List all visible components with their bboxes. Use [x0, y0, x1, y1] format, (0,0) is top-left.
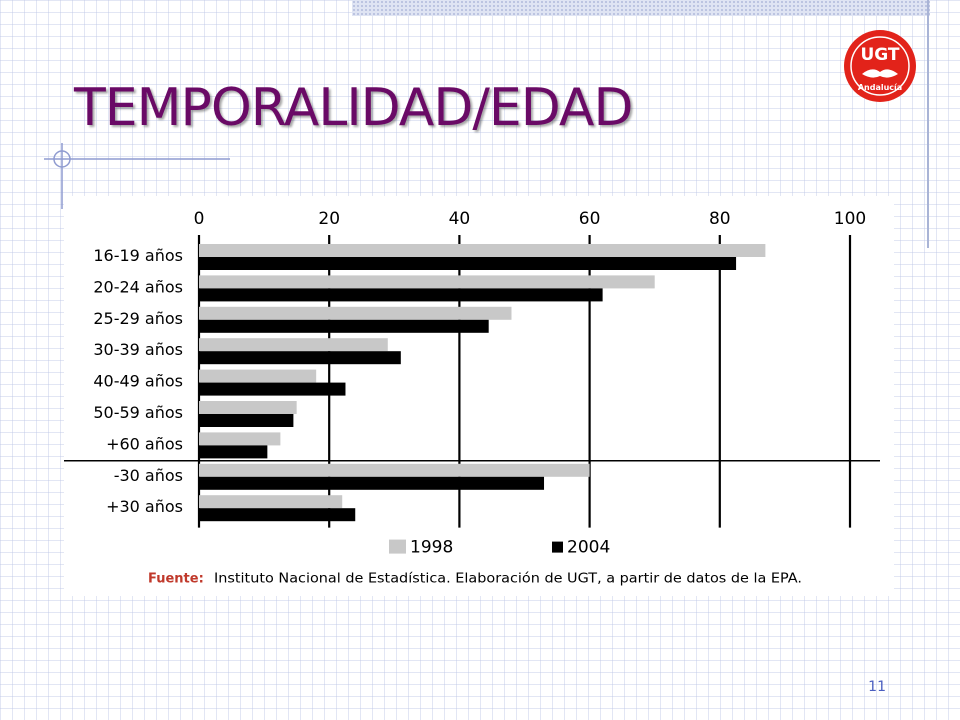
legend-label-1998: 1998	[410, 538, 453, 558]
page-number: 11	[868, 679, 886, 695]
category-label: 25-29 años	[93, 309, 183, 328]
bar-2004	[199, 414, 294, 427]
x-tick-label: 80	[709, 209, 731, 229]
legend-swatch-2004	[552, 541, 563, 553]
bar-1998	[199, 432, 281, 446]
x-tick-label: 20	[318, 209, 340, 229]
temporality-by-age-chart: 0 20 40 60 80 100 16-19 años 20-24 años 25-29 añ…	[64, 209, 880, 587]
category-label: 20-24 años	[93, 277, 183, 296]
bar-2004	[199, 319, 489, 333]
x-tick-label: 100	[834, 209, 866, 229]
legend-swatch-1998	[389, 539, 406, 554]
bar-1998	[199, 306, 512, 320]
x-tick-label: 40	[449, 209, 471, 229]
slide-title: TEMPORALIDAD/EDAD	[74, 78, 634, 138]
svg-text:Andalucía: Andalucía	[858, 83, 902, 92]
x-tick-label: 60	[579, 209, 601, 229]
ugt-logo: UGT Andalucía	[844, 30, 916, 102]
x-tick-label: 0	[194, 209, 205, 229]
category-label: -30 años	[114, 466, 183, 485]
bar-2004	[199, 257, 737, 270]
source-label: Fuente:	[148, 572, 204, 587]
bar-1998	[199, 244, 766, 257]
bar-2004	[199, 476, 545, 490]
svg-text:UGT: UGT	[860, 45, 899, 65]
bar-2004	[199, 288, 603, 302]
bar-1998	[199, 369, 317, 383]
right-decorative-rule	[927, 0, 929, 248]
top-decorative-band	[352, 0, 930, 16]
bar-1998	[199, 275, 655, 289]
category-label: +60 años	[106, 434, 183, 453]
chart-area: 0 20 40 60 80 100 16-19 años 20-24 años 25-29 añ…	[64, 196, 894, 596]
legend-label-2004: 2004	[567, 538, 610, 558]
bar-2004	[199, 445, 268, 459]
category-label: 50-59 años	[93, 403, 183, 422]
category-label: 30-39 años	[93, 340, 183, 359]
bar-1998	[199, 338, 388, 352]
bar-2004	[199, 351, 401, 365]
bar-1998	[199, 401, 297, 414]
category-label: 16-19 años	[93, 246, 183, 265]
bar-2004	[199, 382, 346, 396]
bar-1998	[199, 495, 343, 509]
bar-2004	[199, 508, 356, 522]
category-label: 40-49 años	[93, 372, 183, 391]
category-label: +30 años	[106, 497, 183, 516]
source-text: Instituto Nacional de Estadística. Elabo…	[214, 572, 802, 587]
bar-1998	[199, 463, 590, 477]
crosshair-ornament	[44, 143, 230, 209]
